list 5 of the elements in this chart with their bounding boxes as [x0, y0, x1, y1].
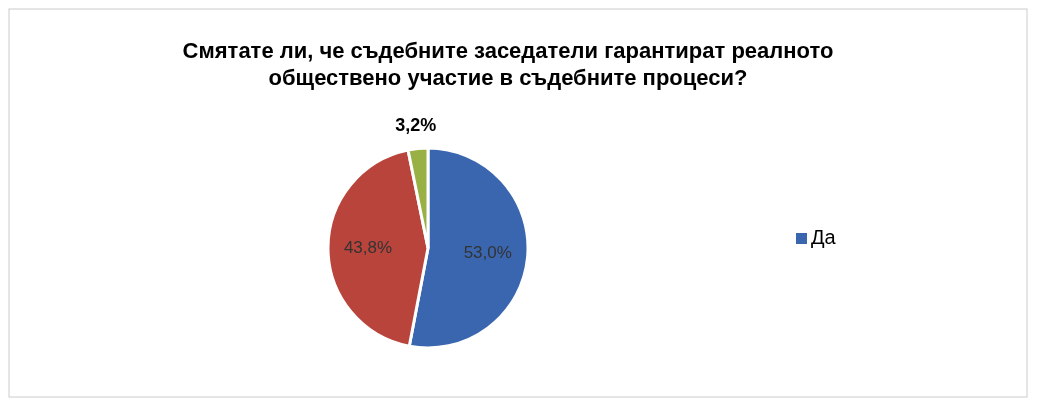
- legend-label: Да: [811, 226, 837, 248]
- chart-title: Смятате ли, че съдебните заседатели гарантират реалното обществено участие в съдебните процеси?: [182, 38, 834, 90]
- data-label: 53,0%: [463, 243, 512, 263]
- data-label: 43,8%: [343, 237, 393, 257]
- data-label: 3,2%: [395, 115, 437, 136]
